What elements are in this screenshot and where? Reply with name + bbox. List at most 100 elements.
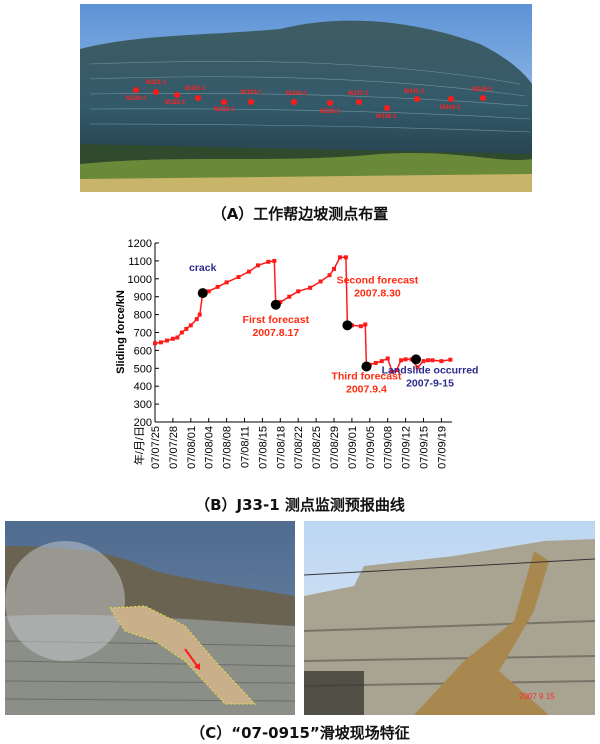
caption-a: （A）工作帮边坡测点布置: [211, 205, 389, 223]
y-axis-label: Sliding force/kN: [115, 290, 127, 374]
x-tick-label: 07/08/18: [275, 426, 287, 469]
x-axis-label: 年/月/日: [132, 426, 146, 465]
data-point: [308, 285, 313, 290]
data-point: [153, 341, 157, 346]
x-tick-label: 07/09/05: [365, 426, 377, 469]
data-point: [272, 258, 277, 263]
x-tick-label: 07/08/15: [257, 426, 269, 469]
point-label: MJ43-1: [440, 105, 461, 111]
point-marker: [174, 92, 180, 98]
data-point: [399, 358, 404, 363]
data-point: [197, 312, 202, 317]
point-marker: [133, 87, 139, 93]
data-point: [448, 357, 453, 362]
point-label: MJ35-1: [320, 109, 341, 115]
y-tick-label: 800: [134, 310, 152, 322]
data-point: [236, 275, 241, 280]
data-point: [246, 269, 251, 274]
point-marker: [195, 95, 201, 101]
data-point: [343, 255, 348, 260]
slide-direction-arrow-icon: [184, 648, 199, 668]
crack-label: crack: [189, 262, 217, 274]
point-marker: [248, 99, 254, 105]
date-stamp: 2007 9 15: [519, 692, 555, 701]
point-marker: [327, 100, 333, 106]
data-point: [255, 263, 260, 268]
point-marker: [384, 105, 390, 111]
point-label: MJ33-1: [241, 90, 262, 96]
point-marker: [153, 89, 159, 95]
event-marker: [197, 288, 208, 299]
data-point: [287, 294, 292, 299]
y-tick-label: 1200: [128, 238, 152, 250]
mine-slope-image: [80, 4, 532, 192]
data-point: [296, 289, 301, 294]
point-label: MJ41-1: [404, 89, 425, 95]
x-tick-label: 07/08/25: [311, 426, 323, 469]
x-tick-label: 07/09/12: [401, 426, 413, 469]
data-point: [415, 365, 420, 370]
point-marker: [356, 99, 362, 105]
x-tick-label: 07/08/22: [293, 426, 305, 469]
third-forecast-label-date: 2007.9.4: [346, 384, 387, 396]
point-marker: [221, 99, 227, 105]
data-point: [170, 336, 175, 341]
point-label: MJ22-1: [165, 100, 186, 106]
data-point: [179, 330, 184, 335]
data-point: [439, 359, 444, 364]
data-point: [266, 259, 271, 264]
y-tick-label: 600: [134, 345, 152, 357]
data-point: [224, 280, 229, 285]
point-label: MJ32-1: [214, 107, 235, 113]
landslide-photo-left: [5, 521, 295, 715]
data-point: [215, 284, 220, 289]
point-label: MJ45-1: [472, 87, 493, 93]
second-forecast-label-date: 2007.8.30: [354, 287, 401, 299]
y-tick-label: 700: [134, 328, 152, 340]
event-marker: [270, 299, 281, 310]
data-point: [194, 317, 199, 322]
point-marker: [291, 99, 297, 105]
data-point: [164, 338, 169, 343]
x-tick-label: 07/08/29: [329, 426, 341, 469]
slope-overview-photo: [80, 4, 532, 192]
caption-b: （B）J33-1 测点监测预报曲线: [195, 496, 405, 514]
point-label: MJ23-1: [185, 86, 206, 92]
point-marker: [480, 95, 486, 101]
second-forecast-label: Second forecast: [337, 274, 419, 286]
data-point: [385, 356, 390, 361]
x-tick-label: 07/08/11: [240, 426, 252, 468]
x-tick-label: 07/08/08: [222, 426, 234, 469]
sliding-force-chart: 200 300 400 500 600 700 800 900 1000 1100 1200 07/0…: [115, 238, 479, 469]
data-point: [327, 273, 332, 278]
data-point: [158, 340, 163, 345]
data-point: [394, 368, 399, 373]
data-point: [358, 324, 363, 329]
first-forecast-label-date: 2007.8.17: [252, 327, 299, 339]
x-tick-label: 07/09/15: [419, 426, 431, 469]
data-point: [430, 358, 435, 363]
data-point: [332, 266, 336, 271]
data-point: [337, 255, 342, 260]
x-tick-label: 07/08/04: [204, 426, 216, 469]
y-tick-label: 300: [134, 399, 152, 411]
data-point: [403, 357, 408, 362]
point-marker: [414, 96, 420, 102]
data-point: [425, 358, 430, 363]
data-point: [373, 360, 378, 365]
y-tick-label: 1000: [128, 274, 152, 286]
data-point: [188, 323, 193, 328]
point-label: MJ39-1: [376, 114, 397, 120]
data-point: [421, 359, 426, 364]
point-label: MJ34-1: [286, 91, 307, 97]
y-tick-label: 900: [134, 292, 152, 304]
point-label: MJ37-1: [348, 91, 369, 97]
point-label: MJ20-1: [126, 96, 147, 102]
third-forecast-label: Third forecast: [331, 371, 402, 383]
data-point: [278, 300, 283, 305]
caption-c: （C）“07-0915”滑坡现场特征: [190, 724, 410, 742]
x-tick-label: 07/09/01: [347, 426, 359, 469]
landslide-label: Landslide occurred: [382, 364, 479, 376]
data-point: [206, 289, 211, 294]
event-marker: [361, 361, 372, 372]
